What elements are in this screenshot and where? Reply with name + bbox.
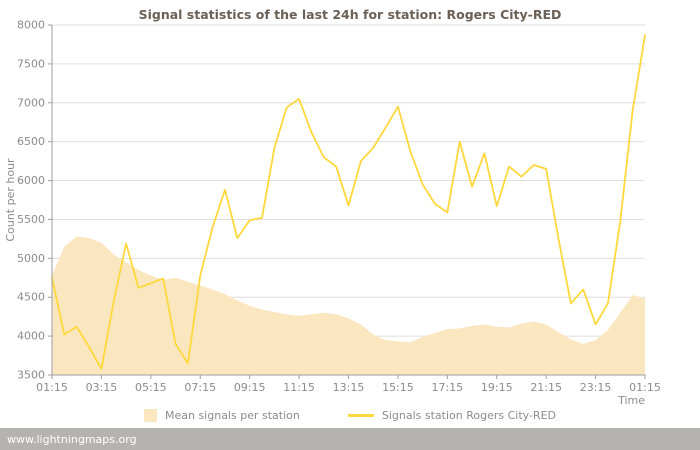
y-tick-label: 7500 [17, 57, 45, 70]
legend-label-mean: Mean signals per station [164, 409, 300, 422]
y-tick-label: 6000 [17, 174, 45, 187]
site-watermark: www.lightningmaps.org [7, 432, 137, 446]
x-tick-label: 17:15 [431, 381, 463, 394]
x-tick-label: 09:15 [234, 381, 266, 394]
legend-item-mean: Mean signals per station [143, 409, 300, 422]
y-tick-label: 6500 [17, 135, 45, 148]
x-tick-label: 19:15 [481, 381, 513, 394]
area-swatch-icon [143, 409, 157, 422]
x-tick-label: 13:15 [333, 381, 365, 394]
legend-item-station: Signals station Rogers City-RED [347, 409, 556, 422]
x-tick-label: 21:15 [530, 381, 562, 394]
x-tick-label: 03:15 [86, 381, 118, 394]
y-tick-label: 8000 [17, 19, 45, 32]
x-tick-label: 07:15 [184, 381, 216, 394]
area-series-mean [52, 236, 645, 375]
x-axis-label: Time [617, 394, 645, 407]
chart-svg: Count per hour 3500 4000 4500 5000 5500 6000 6… [4, 19, 661, 408]
x-tick-label: 01:15 [629, 381, 661, 394]
y-tick-label: 7000 [17, 96, 45, 109]
legend: Mean signals per station Signals station… [0, 409, 700, 422]
y-tick-label: 4500 [17, 291, 45, 304]
y-axis-label: Count per hour [4, 158, 17, 242]
y-tick-label: 3500 [17, 369, 45, 382]
line-series-station [51, 34, 646, 370]
chart-plot: 3500 4000 4500 5000 5500 6000 6500 7000 7500 8000… [17, 19, 661, 395]
x-tick-label: 23:15 [580, 381, 612, 394]
legend-label-station: Signals station Rogers City-RED [381, 409, 556, 422]
y-tick-label: 5000 [17, 252, 45, 265]
y-tick-label: 4000 [17, 330, 45, 343]
footer-bar: www.lightningmaps.org [0, 428, 700, 450]
x-tick-label: 05:15 [135, 381, 167, 394]
x-tick-label: 15:15 [382, 381, 414, 394]
chart-title: Signal statistics of the last 24h for st… [138, 7, 562, 22]
line-swatch-icon [347, 414, 374, 417]
x-tick-label: 11:15 [283, 381, 315, 394]
y-tick-label: 5500 [17, 213, 45, 226]
x-tick-label: 01:15 [36, 381, 68, 394]
